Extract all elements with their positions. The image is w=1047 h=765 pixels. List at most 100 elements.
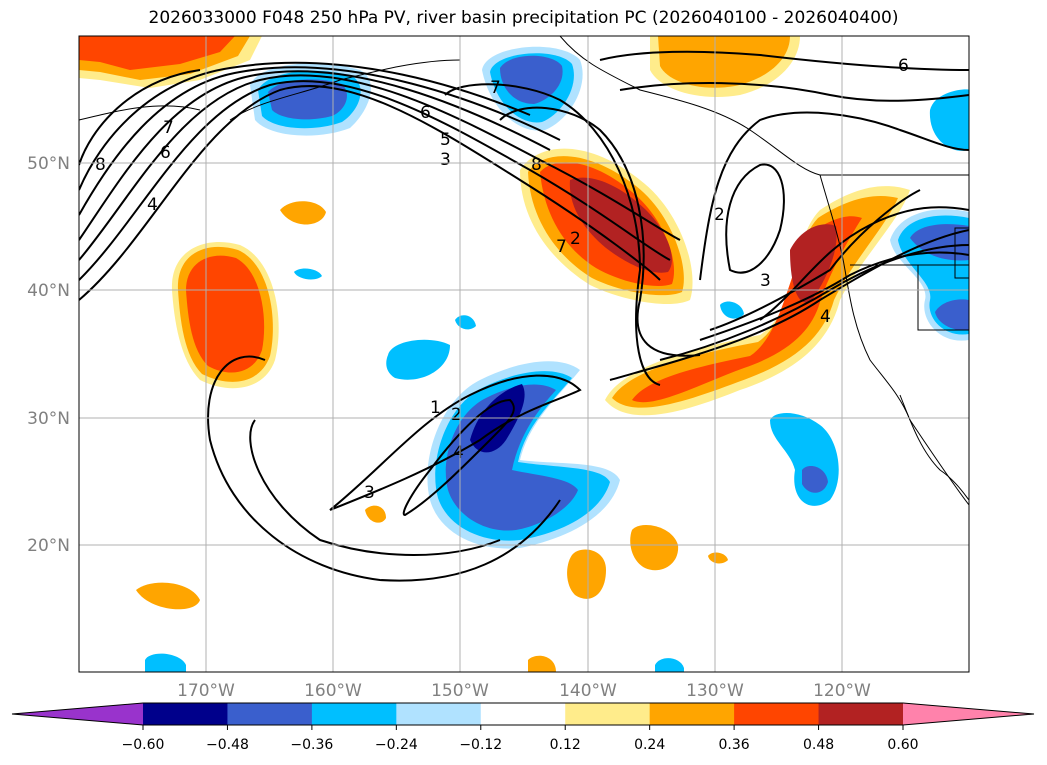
colorbar-tick-label: −0.48 xyxy=(206,737,249,753)
contour-label: 3 xyxy=(364,483,375,503)
colorbar-tick-label: −0.60 xyxy=(122,737,165,753)
shade-blue-alaska-core xyxy=(268,79,347,120)
pv-contour-6 xyxy=(79,61,531,191)
contour-label: 8 xyxy=(95,155,106,175)
lon-labels: 170°W 160°W 150°W 140°W 130°W 120°W xyxy=(177,681,871,701)
pv-contour-3 xyxy=(79,74,681,261)
pv-contour-trough xyxy=(444,83,661,386)
contour-label: 2 xyxy=(570,229,581,249)
shade-blue-mid-2 xyxy=(770,413,839,506)
lon-label-170: 170°W xyxy=(177,681,235,701)
colorbar-segment xyxy=(480,703,566,725)
lon-label-150: 150°W xyxy=(431,681,489,701)
colorbar-tick-label: 0.24 xyxy=(634,737,665,753)
shade-blue-ne xyxy=(929,89,969,151)
pv-contour-se-3 xyxy=(699,251,969,341)
colorbar-tick-label: 0.12 xyxy=(550,737,581,753)
contour-label: 4 xyxy=(820,307,831,327)
lat-label-40: 40°N xyxy=(27,281,70,301)
contour-label: 4 xyxy=(453,443,464,463)
colorbar-tick-label: 0.60 xyxy=(887,737,918,753)
contour-label: 3 xyxy=(440,150,451,170)
shade-blue-goa-core xyxy=(500,55,563,104)
colorbar-segment xyxy=(143,703,228,725)
contour-label: 3 xyxy=(760,271,771,291)
contour-label: 8 xyxy=(531,155,542,175)
shade-blue-small-4 xyxy=(455,315,476,330)
pv-contour-2 xyxy=(79,80,671,281)
shade-orange-small-1 xyxy=(280,201,326,225)
shade-orange-small-7 xyxy=(708,552,728,564)
pv-contour-4 xyxy=(79,70,551,241)
border-states xyxy=(850,264,969,331)
lat-labels: 50°N 40°N 30°N 20°N xyxy=(27,154,70,556)
shade-band-nw-core xyxy=(79,36,235,70)
contour-label: 6 xyxy=(160,143,171,163)
shade-orange-top-mid xyxy=(658,36,790,88)
coast-baja xyxy=(899,394,969,501)
contour-label: 7 xyxy=(163,118,174,138)
contour-label: 4 xyxy=(147,195,158,215)
contour-label: 6 xyxy=(898,56,909,76)
contour-label: 2 xyxy=(451,405,462,425)
shade-blue-small-3 xyxy=(655,658,684,672)
colorbar-extend-low xyxy=(12,703,143,725)
colorbar-segment xyxy=(311,703,397,725)
pv-contour-1 xyxy=(79,85,661,301)
map-title: 2026033000 F048 250 hPa PV, river basin … xyxy=(148,8,899,28)
pv-contour-5 xyxy=(79,66,561,216)
colorbar-tick-label: −0.36 xyxy=(290,737,333,753)
shade-orange-small-2 xyxy=(567,549,606,599)
lon-label-140: 140°W xyxy=(559,681,617,701)
colorbar-tick-label: −0.24 xyxy=(375,737,418,753)
contour-label: 5 xyxy=(440,130,451,150)
contour-label: 2 xyxy=(714,205,725,225)
colorbar: −0.60 −0.48 −0.36 −0.24 −0.12 0.12 0.24 0.36 0.4… xyxy=(11,702,1035,753)
contour-labels: 8 7 6 4 7 6 5 3 8 7 2 2 3 4 6 1 2 4 3 xyxy=(95,56,909,503)
shade-red-diag-dark xyxy=(569,177,672,273)
pv-contour-cut-2 xyxy=(725,163,785,274)
colorbar-extend-high xyxy=(903,703,1034,725)
pv-contour-trough-2 xyxy=(499,106,701,357)
contour-label: 7 xyxy=(556,237,567,257)
shade-orange-small-5 xyxy=(365,505,386,523)
gridlines xyxy=(79,36,969,672)
colorbar-tick-label: −0.12 xyxy=(459,737,502,753)
lat-label-20: 20°N xyxy=(27,536,70,556)
colorbar-tick-label: 0.36 xyxy=(719,737,750,753)
colorbar-segment xyxy=(227,703,313,725)
precip-shading xyxy=(79,36,969,672)
colorbar-segment xyxy=(565,703,651,725)
lat-label-50: 50°N xyxy=(27,154,70,174)
pv-contour-se-1 xyxy=(609,229,969,381)
shade-orange-small-6 xyxy=(528,655,556,672)
colorbar-segment xyxy=(818,703,904,725)
colorbar-segment xyxy=(396,703,482,725)
border-box xyxy=(954,227,969,279)
contour-label: 1 xyxy=(430,398,441,418)
lon-label-120: 120°W xyxy=(813,681,871,701)
shade-blue-small-1 xyxy=(720,301,744,319)
shade-blue-mid-3 xyxy=(802,466,828,493)
shade-orange-small-3 xyxy=(630,525,679,571)
contour-label: 6 xyxy=(420,103,431,123)
pv-contour-ridge xyxy=(599,50,969,71)
shade-blue-mid-1 xyxy=(386,339,450,380)
pv-contour-south-3 xyxy=(329,374,582,511)
shade-orange-small-4 xyxy=(136,582,200,610)
pv-contour-ridge-2 xyxy=(619,82,969,102)
pv-contour-se-5 xyxy=(709,189,921,331)
lon-label-130: 130°W xyxy=(686,681,744,701)
pv-contour-south-4 xyxy=(402,398,515,517)
coast-west-us xyxy=(819,174,969,506)
shade-blue-small-5 xyxy=(294,268,322,280)
contour-label: 7 xyxy=(490,78,501,98)
lon-label-160: 160°W xyxy=(304,681,362,701)
shade-blue-east-core2 xyxy=(935,299,969,331)
shade-blue-small-2 xyxy=(145,653,186,672)
shade-red-se-dark xyxy=(790,224,837,303)
colorbar-segment xyxy=(734,703,820,725)
pv-contour-south-2 xyxy=(249,419,501,556)
map-frame xyxy=(78,35,970,673)
